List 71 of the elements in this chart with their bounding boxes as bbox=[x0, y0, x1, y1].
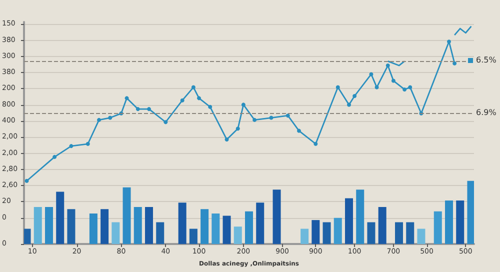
bar bbox=[456, 200, 464, 244]
point bbox=[314, 142, 318, 146]
bar bbox=[367, 222, 376, 244]
bar bbox=[272, 190, 281, 244]
bar bbox=[256, 202, 264, 244]
point bbox=[24, 178, 29, 183]
bar bbox=[395, 222, 403, 244]
bar bbox=[189, 228, 198, 244]
point bbox=[336, 85, 340, 90]
point bbox=[180, 98, 184, 102]
point bbox=[297, 128, 301, 133]
bar bbox=[45, 207, 53, 244]
point bbox=[241, 102, 246, 107]
point bbox=[136, 107, 140, 112]
point bbox=[147, 107, 151, 112]
bar bbox=[322, 222, 331, 244]
point bbox=[352, 94, 357, 98]
bar bbox=[434, 211, 442, 244]
bar bbox=[445, 200, 453, 244]
bar bbox=[222, 216, 231, 244]
bar bbox=[178, 202, 186, 244]
bar bbox=[100, 209, 109, 244]
bar bbox=[145, 207, 153, 244]
point bbox=[191, 85, 196, 90]
point bbox=[452, 61, 457, 66]
bar bbox=[156, 222, 164, 244]
point bbox=[252, 118, 257, 122]
point bbox=[369, 72, 374, 76]
bar bbox=[312, 220, 320, 244]
bar bbox=[134, 207, 142, 244]
bar bbox=[356, 190, 364, 244]
bar bbox=[112, 222, 120, 244]
point bbox=[286, 114, 290, 118]
bar bbox=[56, 192, 64, 244]
point bbox=[197, 96, 201, 100]
bar bbox=[122, 187, 131, 244]
bar bbox=[234, 226, 242, 244]
point bbox=[391, 78, 396, 83]
bar bbox=[89, 214, 98, 244]
point bbox=[236, 126, 240, 131]
point bbox=[124, 96, 129, 100]
point bbox=[86, 142, 90, 146]
point bbox=[164, 120, 168, 124]
bar bbox=[417, 228, 426, 244]
bar bbox=[67, 209, 76, 244]
bar bbox=[200, 209, 209, 244]
bar bbox=[334, 218, 342, 244]
point bbox=[108, 116, 112, 120]
bar bbox=[406, 222, 414, 244]
point bbox=[224, 138, 229, 142]
point bbox=[386, 64, 390, 68]
point bbox=[69, 144, 74, 148]
point bbox=[447, 40, 451, 44]
bar bbox=[212, 214, 220, 244]
point bbox=[52, 154, 57, 159]
bar bbox=[378, 207, 386, 244]
bar bbox=[345, 198, 353, 244]
bar bbox=[300, 228, 309, 244]
point bbox=[347, 102, 351, 107]
point bbox=[97, 118, 101, 122]
point bbox=[208, 104, 212, 109]
bar bbox=[245, 211, 253, 244]
bar bbox=[467, 180, 474, 244]
point bbox=[374, 85, 379, 90]
text: 6.5% bbox=[476, 56, 497, 65]
point bbox=[269, 116, 274, 120]
bar bbox=[34, 207, 42, 244]
text: 6.9% bbox=[476, 108, 497, 117]
point bbox=[402, 87, 407, 92]
bar bbox=[24, 228, 31, 244]
point bbox=[408, 85, 412, 90]
